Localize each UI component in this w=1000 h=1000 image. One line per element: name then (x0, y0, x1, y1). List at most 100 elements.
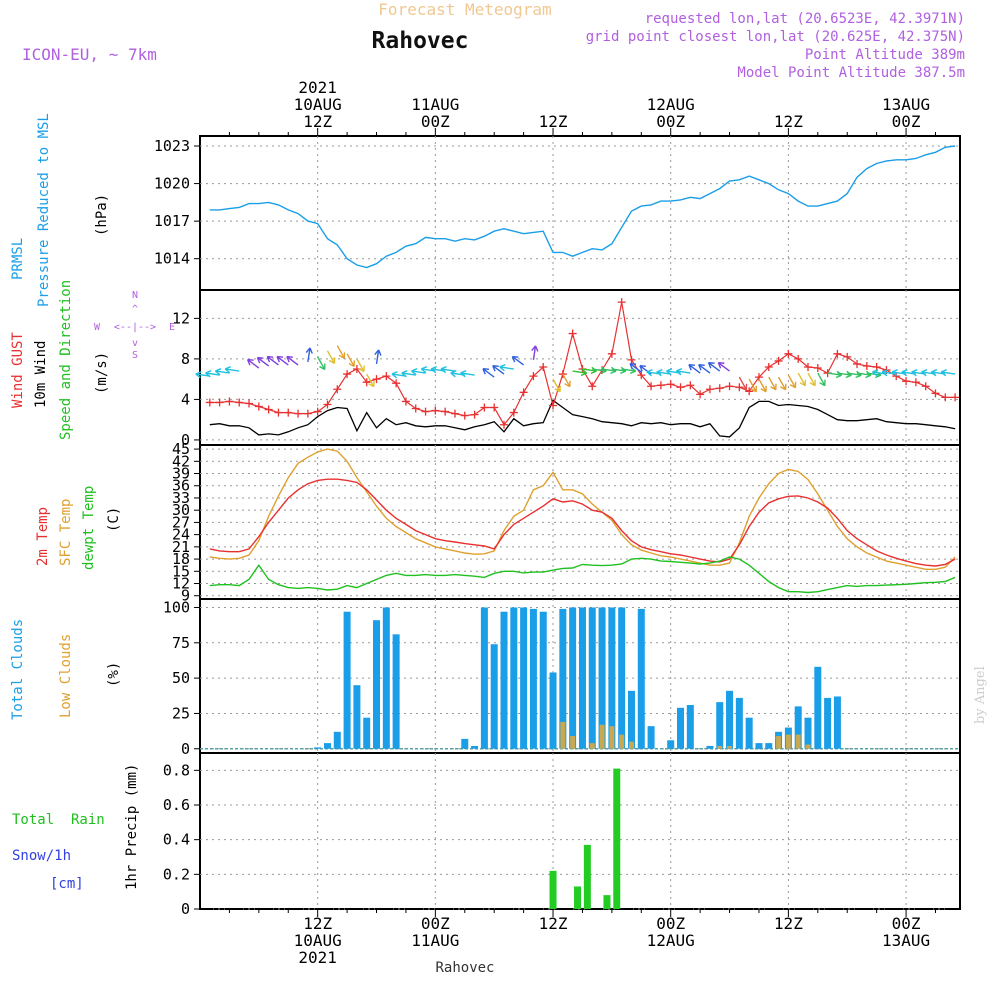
gust-point (254, 402, 263, 411)
time-label-bottom: 12Z (774, 914, 803, 933)
total-cloud-bar (382, 607, 390, 749)
wind-arrow-head (872, 369, 879, 377)
wind-arrow-head (770, 383, 777, 391)
temp-2m-line (209, 478, 956, 567)
wind-arrow-head (799, 379, 807, 387)
gust-point (274, 408, 283, 417)
wind-arrow-head (374, 349, 382, 356)
total-cloud-bar (637, 608, 645, 749)
wind-arrow-head (246, 358, 254, 366)
total-cloud-bar (500, 611, 508, 749)
total-cloud-bar (471, 745, 479, 749)
y-tick-label: 9 (181, 587, 190, 605)
wind-arrow (492, 365, 505, 375)
total-cloud-bar (559, 608, 567, 749)
compass-n: N (132, 290, 138, 301)
wind-arrow-head (629, 362, 637, 370)
time-label-bottom: 12Z (303, 914, 332, 933)
time-label-top: 11AUG (411, 95, 459, 114)
y-tick-label: 100 (163, 598, 190, 616)
time-label-top: 10AUG (294, 95, 342, 114)
temp-sfc-label: SFC Temp (58, 499, 74, 566)
y-tick-label: 27 (172, 513, 190, 531)
wind-arrow-head (430, 366, 437, 374)
time-label-bottom: 12AUG (647, 931, 695, 950)
rain-bar (549, 870, 557, 909)
wind-arrow-head (675, 368, 683, 376)
gust-point (617, 298, 626, 307)
gust-point (627, 355, 636, 364)
wind-10m-line (209, 399, 956, 438)
wind-arrow (856, 372, 872, 376)
total-cloud-bar (333, 731, 341, 749)
gust-point (784, 349, 793, 358)
time-label-top: 12AUG (647, 95, 695, 114)
total-cloud-bar (716, 702, 724, 749)
low-cloud-bar (805, 744, 811, 749)
wind-arrow-head (891, 369, 898, 377)
wind-arrow-head (460, 370, 467, 378)
wind-arrow-head (921, 369, 928, 377)
wind-arrow (708, 362, 721, 372)
time-label-bottom: 00Z (656, 914, 685, 933)
wind-arrow-head (698, 363, 705, 371)
time-label-bottom: 10AUG (294, 931, 342, 950)
wind-arrow (611, 368, 626, 372)
y-tick-label: 0.2 (163, 865, 190, 883)
wind-arrow-head (531, 345, 539, 352)
y-tick-label: 0 (181, 431, 190, 449)
wind-arrow (307, 347, 311, 363)
rain-bar (574, 886, 582, 909)
pressure-label-msl: Pressure Reduced to MSL (36, 113, 52, 307)
wind-arrow-head (286, 355, 293, 363)
total-cloud-bar (578, 607, 586, 749)
wind-arrow-head (809, 379, 816, 387)
gust-point (539, 362, 548, 371)
low-cloud-bar (795, 734, 801, 749)
wind-arrow (582, 368, 597, 372)
total-cloud-bar (392, 634, 400, 749)
total-cloud-bar (804, 717, 812, 749)
total-cloud-bar (588, 607, 596, 749)
total-cloud-bar (627, 690, 635, 749)
precip-panel (199, 752, 961, 910)
wind-arrow (688, 364, 701, 374)
wind-arrow-head (411, 368, 418, 376)
gust-point (715, 384, 724, 393)
wind-arrow-head (450, 370, 457, 378)
total-cloud-bar (529, 608, 537, 749)
time-label-bottom: 13AUG (882, 931, 930, 950)
gust-point (421, 407, 430, 416)
wind-arrow-head (499, 363, 506, 372)
wind-arrow-head (750, 385, 758, 393)
gust-point (951, 393, 960, 402)
y-tick-label: 25 (172, 704, 190, 722)
low-cloud-bar (717, 745, 723, 749)
y-tick-label: 0.4 (163, 831, 190, 849)
gust-point (372, 375, 381, 384)
wind-arrow-head (930, 369, 938, 377)
gust-point (490, 403, 499, 412)
wind-arrow-head (328, 357, 336, 364)
gust-point (343, 370, 352, 379)
wind-arrow (460, 372, 475, 376)
time-label-bottom: 00Z (421, 914, 450, 933)
time-label-top: 13AUG (882, 95, 930, 114)
low-clouds-label: Low Clouds (58, 634, 74, 718)
grid-point-coords: grid point closest lon,lat (20.625E, 42.… (586, 29, 965, 45)
gust-point (794, 354, 803, 363)
low-cloud-bar (609, 726, 615, 749)
total-cloud-bar (314, 747, 322, 749)
gust-point (205, 398, 214, 407)
axes: 1014101710201023048129121518212427303336… (154, 78, 936, 967)
total-cloud-bar (735, 697, 743, 749)
compass-e: E (169, 322, 175, 333)
total-cloud-bar (490, 644, 498, 749)
total-cloud-bar (647, 726, 655, 749)
precip-axis-label: 1hr Precip (mm) (124, 764, 140, 890)
y-tick-label: 0 (181, 740, 190, 758)
wind-arrow (195, 373, 210, 377)
wind-arrow-head (901, 369, 908, 377)
time-label-bottom: 12Z (539, 914, 568, 933)
